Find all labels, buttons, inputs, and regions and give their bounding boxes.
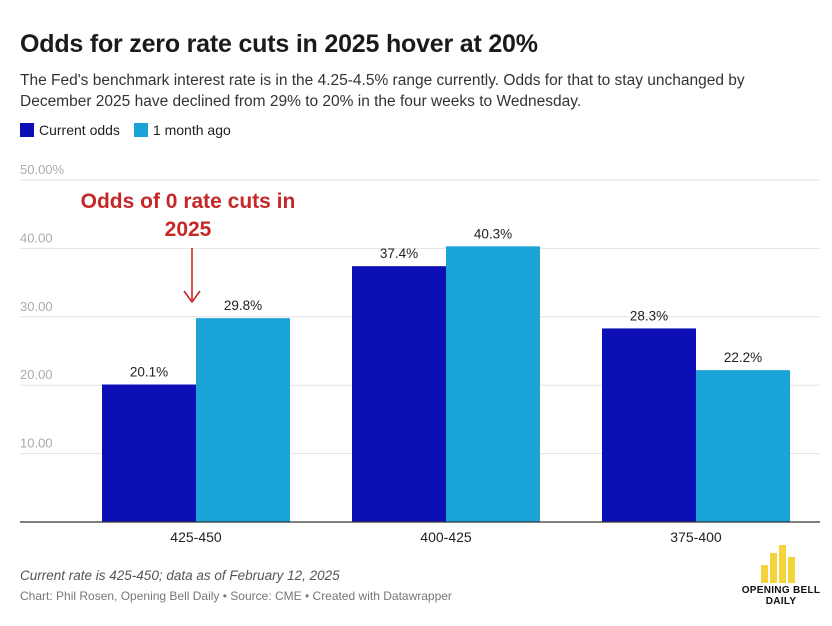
annotation-arrow-head: [183, 290, 201, 304]
y-tick-label: 10.00: [20, 436, 53, 451]
bar-data-label: 29.8%: [224, 298, 262, 313]
logo-text-line1: OPENING BELL: [741, 585, 821, 596]
bar: [352, 266, 446, 522]
legend-swatch-month-ago: [133, 123, 148, 137]
bar: [696, 370, 790, 522]
legend-item-month-ago: 1 month ago: [133, 122, 231, 138]
logo-text-line2: DAILY: [765, 596, 797, 607]
bar: [196, 318, 290, 522]
annotation-text: 2025: [165, 218, 212, 241]
legend: Current odds 1 month ago: [20, 122, 245, 138]
bar: [602, 328, 696, 522]
legend-label-current: Current odds: [39, 122, 120, 138]
bar-data-label: 20.1%: [130, 365, 168, 380]
annotation-text: Odds of 0 rate cuts in: [81, 190, 296, 213]
bell-bars-icon: [761, 545, 795, 583]
x-tick-label: 375-400: [670, 529, 722, 545]
bar-data-label: 28.3%: [630, 308, 668, 323]
legend-swatch-current: [20, 123, 34, 137]
bar: [446, 246, 540, 522]
y-tick-label: 40.00: [20, 230, 53, 245]
legend-item-current: Current odds: [20, 122, 120, 138]
chart-subtitle: The Fed's benchmark interest rate is in …: [20, 72, 745, 110]
x-tick-label: 400-425: [420, 529, 472, 545]
opening-bell-logo: OPENING BELL DAILY: [734, 543, 828, 607]
bar-data-label: 37.4%: [380, 246, 418, 261]
y-tick-label: 20.00: [20, 367, 53, 382]
footer-note: Current rate is 425-450; data as of Febr…: [20, 568, 340, 583]
bar: [102, 384, 196, 522]
bar-data-label: 40.3%: [474, 226, 512, 241]
chart-title: Odds for zero rate cuts in 2025 hover at…: [20, 30, 538, 58]
y-tick-label: 50.00%: [20, 162, 65, 177]
x-tick-label: 425-450: [170, 529, 222, 545]
footer-credit: Chart: Phil Rosen, Opening Bell Daily • …: [20, 589, 452, 603]
bar-data-label: 22.2%: [724, 350, 762, 365]
legend-label-month-ago: 1 month ago: [152, 122, 231, 138]
y-tick-label: 30.00: [20, 299, 53, 314]
